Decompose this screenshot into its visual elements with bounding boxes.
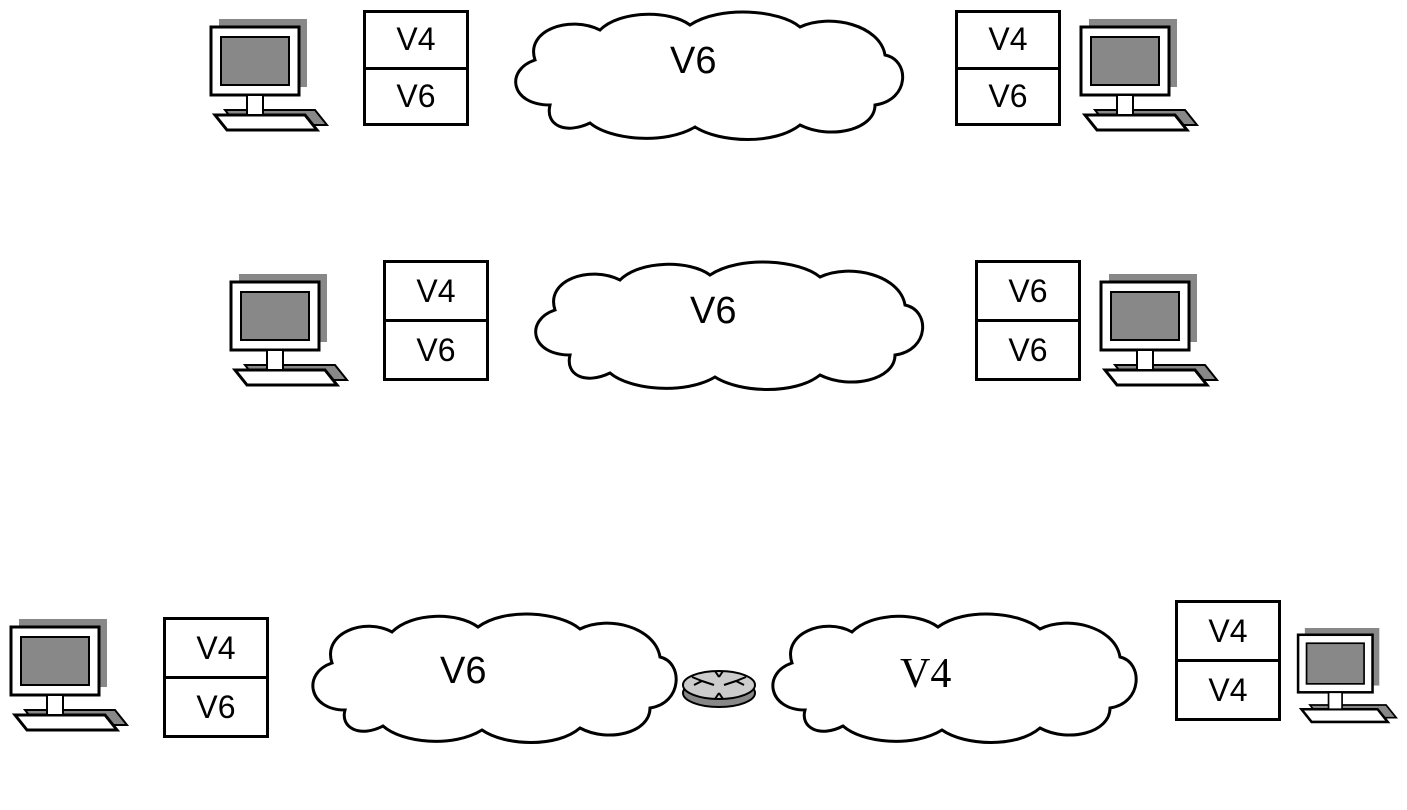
stack-cell: V6 [386,322,486,378]
computer-icon [5,615,135,740]
stack-cell: V4 [1178,603,1278,662]
protocol-stack: V4 V6 [955,10,1061,126]
stack-cell: V4 [366,13,466,70]
stack-cell: V6 [166,679,266,735]
protocol-stack: V4 V6 [163,617,269,738]
stack-cell: V6 [366,70,466,124]
computer-icon [225,270,355,395]
network-cloud [290,605,690,760]
cloud-label: V6 [440,650,486,693]
cloud-label: V6 [670,40,716,83]
stack-cell: V4 [958,13,1058,70]
stack-cell: V6 [958,70,1058,124]
computer-icon [1293,615,1403,740]
cloud-label: V4 [900,650,951,698]
stack-cell: V4 [166,620,266,679]
cloud-label: V6 [690,290,736,333]
computer-icon [1095,270,1225,395]
router-icon [680,663,758,716]
computer-icon [205,15,335,140]
stack-cell: V4 [386,263,486,322]
stack-cell: V6 [978,322,1078,378]
stack-cell: V4 [1178,662,1278,718]
protocol-stack: V4 V6 [363,10,469,126]
stack-cell: V6 [978,263,1078,322]
protocol-stack: V6 V6 [975,260,1081,381]
protocol-stack: V4 V4 [1175,600,1281,721]
protocol-stack: V4 V6 [383,260,489,381]
computer-icon [1075,15,1205,140]
